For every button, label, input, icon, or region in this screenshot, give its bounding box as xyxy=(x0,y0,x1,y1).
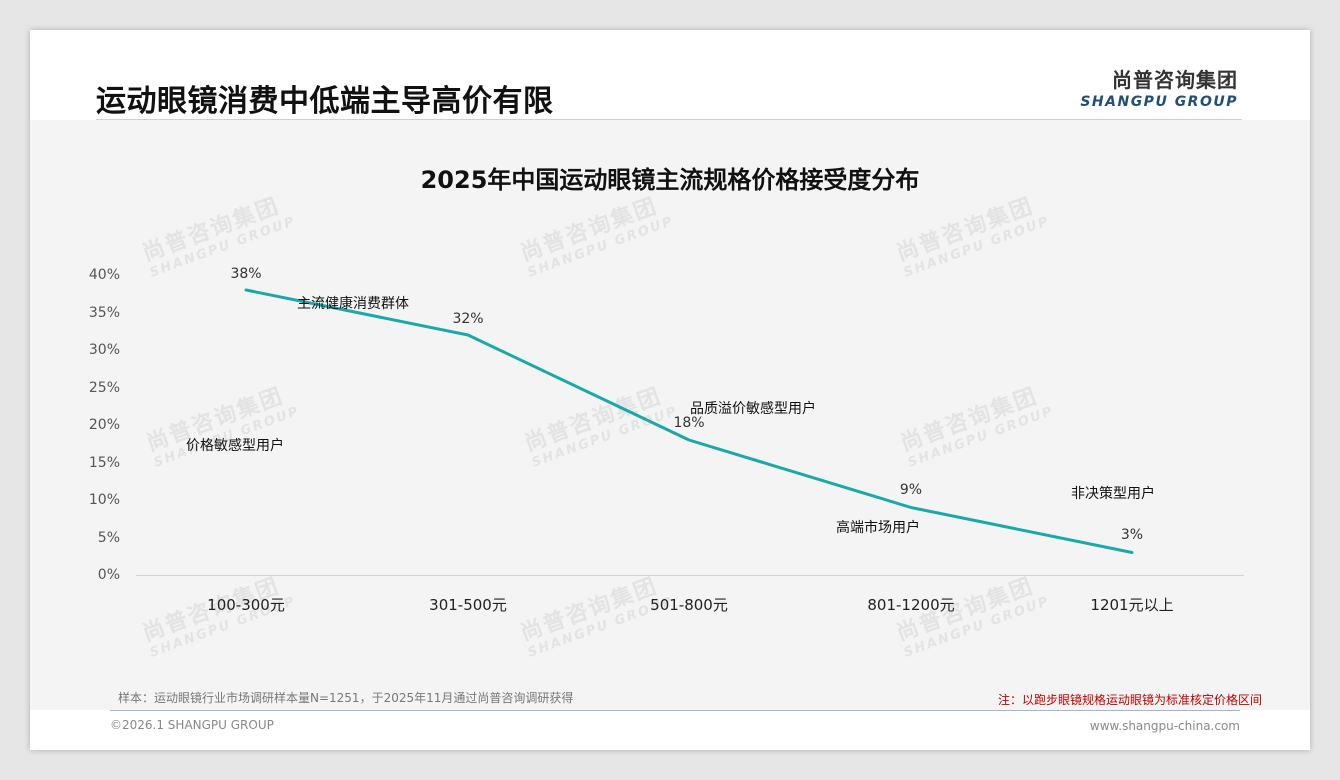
data-label: 32% xyxy=(452,311,484,327)
line-chart xyxy=(136,288,1244,576)
annotation-mainstream: 主流健康消费群体 xyxy=(297,296,409,312)
price-note: 注：以跑步眼镜规格运动眼镜为标准核定价格区间 xyxy=(997,693,1262,707)
copyright: ©2026.1 SHANGPU GROUP xyxy=(110,718,274,732)
logo-cn-text: 尚普咨询集团 xyxy=(1112,68,1238,92)
data-label: 3% xyxy=(1120,527,1144,543)
chart-area-background xyxy=(30,120,1310,710)
y-tick: 10% xyxy=(88,492,120,508)
y-tick: 15% xyxy=(88,455,120,471)
header xyxy=(30,30,1310,120)
y-tick: 30% xyxy=(88,342,120,358)
y-tick: 20% xyxy=(88,417,120,433)
x-tick: 1201元以上 xyxy=(1090,596,1174,614)
annotation-high-end: 高端市场用户 xyxy=(836,520,920,536)
annotation-price-sensitive: 价格敏感型用户 xyxy=(186,438,284,454)
y-tick: 40% xyxy=(88,267,120,283)
annotation-quality-premium: 品质溢价敏感型用户 xyxy=(690,401,816,417)
logo-en-text: SHANGPU GROUP xyxy=(1080,94,1238,110)
x-tick: 301-500元 xyxy=(429,596,507,614)
y-tick: 0% xyxy=(97,567,120,583)
x-tick: 100-300元 xyxy=(207,596,285,614)
y-tick: 35% xyxy=(88,305,120,321)
y-tick: 25% xyxy=(88,380,120,396)
data-label: 18% xyxy=(673,415,705,431)
header-divider xyxy=(96,119,1242,120)
data-label: 9% xyxy=(899,482,923,498)
slide-title: 运动眼镜消费中低端主导高价有限 xyxy=(96,84,554,119)
y-tick: 5% xyxy=(97,530,120,546)
company-logo: 尚普咨询集团 SHANGPU GROUP xyxy=(1080,64,1238,110)
data-label: 38% xyxy=(230,266,262,282)
website-link[interactable]: www.shangpu-china.com xyxy=(1089,719,1240,733)
chart-title: 2025年中国运动眼镜主流规格价格接受度分布 xyxy=(420,166,920,194)
footer-divider xyxy=(110,710,1240,711)
sample-note: 样本：运动眼镜行业市场调研样本量N=1251，于2025年11月通过尚普咨询调研… xyxy=(118,691,574,705)
annotation-non-decision: 非决策型用户 xyxy=(1071,486,1155,502)
series-line xyxy=(244,288,1134,554)
x-tick: 801-1200元 xyxy=(867,596,955,614)
x-tick: 501-800元 xyxy=(650,596,728,614)
